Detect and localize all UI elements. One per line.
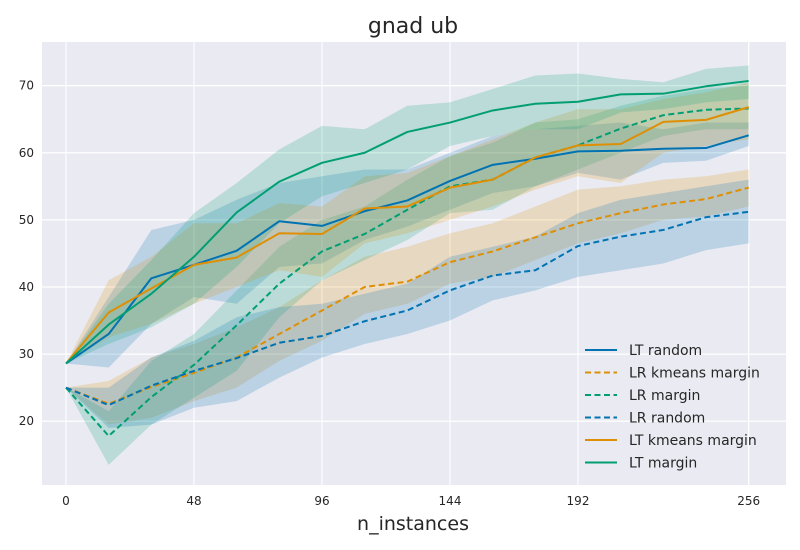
x-tick-label: 0 bbox=[62, 494, 70, 508]
series-line bbox=[65, 186, 749, 405]
confidence-band bbox=[66, 179, 749, 428]
tick-labels: 0 48 96 144 192 256 20 30 40 50 60 70 bbox=[19, 79, 760, 508]
series-line bbox=[65, 210, 749, 407]
confidence-band bbox=[66, 65, 749, 364]
y-tick-label: 40 bbox=[19, 280, 34, 294]
x-tick-label: 256 bbox=[737, 494, 760, 508]
x-tick-label: 144 bbox=[439, 494, 462, 508]
confidence-band bbox=[66, 82, 749, 364]
x-tick-label: 192 bbox=[567, 494, 590, 508]
legend-label: LT margin bbox=[629, 456, 697, 472]
series-line bbox=[65, 107, 749, 437]
y-tick-label: 50 bbox=[19, 213, 34, 227]
series-line bbox=[65, 106, 749, 365]
x-tick-label: 96 bbox=[314, 494, 329, 508]
grid bbox=[42, 42, 786, 485]
confidence-bands bbox=[66, 65, 749, 465]
legend: LT random LR kmeans margin LR margin LR ran… bbox=[585, 343, 760, 472]
confidence-band bbox=[66, 169, 749, 425]
series-lines bbox=[65, 79, 749, 437]
y-tick-label: 30 bbox=[19, 347, 34, 361]
y-tick-label: 60 bbox=[19, 146, 34, 160]
y-tick-label: 70 bbox=[19, 79, 34, 93]
legend-label: LT random bbox=[629, 343, 702, 359]
legend-label: LR kmeans margin bbox=[629, 366, 760, 382]
legend-label: LR random bbox=[629, 411, 705, 427]
x-tick-label: 48 bbox=[186, 494, 201, 508]
legend-label: LR margin bbox=[629, 388, 700, 404]
series-line bbox=[65, 79, 749, 365]
chart-title: gnad ub bbox=[368, 14, 458, 39]
y-tick-label: 20 bbox=[19, 414, 34, 428]
confidence-band bbox=[66, 85, 749, 465]
legend-label: LT kmeans margin bbox=[629, 433, 757, 449]
x-axis-label: n_instances bbox=[357, 513, 469, 535]
confidence-band bbox=[66, 122, 749, 368]
